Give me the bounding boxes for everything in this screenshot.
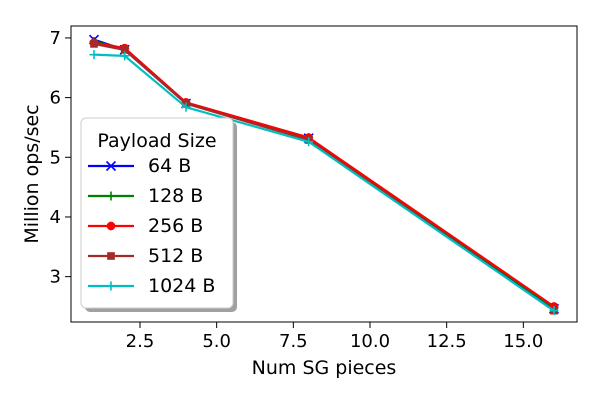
data-point [120,51,130,61]
data-point [120,46,129,54]
legend-item: 64 B [88,155,191,177]
legend-swatch-marker [107,252,115,260]
data-point [90,40,98,48]
legend-label: 128 B [148,185,203,207]
data-point [304,137,314,147]
legend-label: 64 B [148,155,191,177]
y-axis: 3 4 5 6 7 [50,28,71,288]
legend-swatch-marker [106,191,116,201]
legend-item: 1024 B [88,275,215,297]
legend-swatch-marker [106,281,116,291]
data-point [181,102,191,112]
x-tick-label: 15.0 [503,331,543,352]
series-1024-b [89,50,559,316]
data-point [549,306,559,316]
y-tick-label: 6 [50,88,61,109]
x-axis-label: Num SG pieces [252,357,397,379]
y-tick-label: 5 [50,147,61,168]
legend-title: Payload Size [97,130,216,152]
legend-item: 256 B [88,215,203,237]
legend-swatch-marker [105,160,117,172]
legend-item: 128 B [88,185,203,207]
y-tick-label: 3 [50,267,61,288]
x-axis: 2.5 5.0 7.5 10.0 12.5 15.0 [126,322,543,352]
x-tick-label: 7.5 [279,331,308,352]
data-point [89,50,99,60]
x-tick-label: 2.5 [126,331,155,352]
legend-label: 256 B [148,215,203,237]
x-tick-label: 10.0 [350,331,390,352]
legend-items: 64 B 128 B 256 B 512 B 1024 B [88,155,215,297]
x-tick-label: 5.0 [202,331,231,352]
legend-label: 512 B [148,245,203,267]
legend-item: 512 B [88,245,203,267]
legend-label: 1024 B [148,275,215,297]
series-layer [88,34,560,316]
y-tick-label: 7 [50,28,61,49]
x-tick-label: 12.5 [427,331,467,352]
legend-swatch-marker [106,221,116,231]
y-tick-label: 4 [50,207,61,228]
y-axis-label: Million ops/sec [21,104,43,243]
legend: Payload Size 64 B 128 B 256 B 512 B 1024 B [80,117,237,312]
